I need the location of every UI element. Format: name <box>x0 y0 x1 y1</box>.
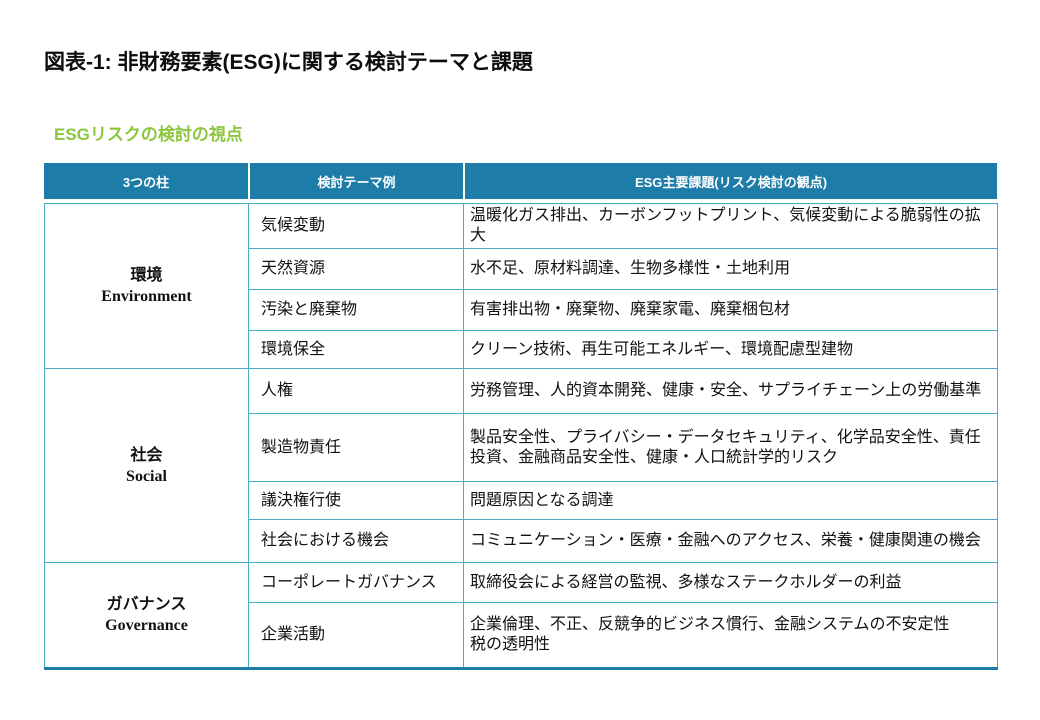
pillar-cell-governance: ガバナンス Governance <box>44 562 249 669</box>
theme-cell: 気候変動 <box>248 203 464 249</box>
issue-cell: 企業倫理、不正、反競争的ビジネス慣行、金融システムの不安定性 税の透明性 <box>463 602 998 669</box>
pillar-en-label: Governance <box>105 617 188 634</box>
esg-table: 3つの柱 検討テーマ例 ESG主要課題(リスク検討の観点) 環境 Environ… <box>44 163 998 670</box>
table-row: 製造物責任 製品安全性、プライバシー・データセキュリティ、化学品安全性、責任投資… <box>45 413 998 482</box>
table-row: 環境保全 クリーン技術、再生可能エネルギー、環境配慮型建物 <box>45 330 998 369</box>
table-row: 天然資源 水不足、原材料調達、生物多様性・土地利用 <box>45 248 998 290</box>
header-cell-themes: 検討テーマ例 <box>248 163 463 199</box>
issue-cell: コミュニケーション・医療・金融へのアクセス、栄養・健康関連の機会 <box>463 519 998 563</box>
table-row: 汚染と廃棄物 有害排出物・廃棄物、廃棄家電、廃棄梱包材 <box>45 289 998 331</box>
issue-cell: 温暖化ガス排出、カーボンフットプリント、気候変動による脆弱性の拡大 <box>463 203 998 249</box>
issue-cell: 問題原因となる調達 <box>463 481 998 520</box>
theme-cell: 製造物責任 <box>248 413 464 482</box>
theme-cell: 社会における機会 <box>248 519 464 563</box>
pillar-ja-label: 社会 <box>130 446 163 464</box>
issue-cell: 労務管理、人的資本開発、健康・安全、サプライチェーン上の労働基準 <box>463 368 998 414</box>
table-row: 企業活動 企業倫理、不正、反競争的ビジネス慣行、金融システムの不安定性 税の透明… <box>45 602 998 669</box>
theme-cell: コーポレートガバナンス <box>248 562 464 603</box>
theme-cell: 人権 <box>248 368 464 414</box>
section-subtitle: ESGリスクの検討の視点 <box>54 125 243 144</box>
pillar-ja-label: ガバナンス <box>106 596 187 613</box>
theme-cell: 環境保全 <box>248 330 464 369</box>
page-title: 図表-1: 非財務要素(ESG)に関する検討テーマと課題 <box>44 51 533 74</box>
table-row: 環境 Environment 気候変動 温暖化ガス排出、カーボンフットプリント、… <box>44 203 998 369</box>
pillar-ja-label: 環境 <box>130 267 163 284</box>
pillar-en-label: Environment <box>101 288 192 305</box>
pillar-en-label: Social <box>126 467 167 485</box>
table-header-row: 3つの柱 検討テーマ例 ESG主要課題(リスク検討の観点) <box>44 163 997 199</box>
table-row: 議決権行使 問題原因となる調達 <box>45 481 998 520</box>
issue-cell: 水不足、原材料調達、生物多様性・土地利用 <box>463 248 998 290</box>
theme-cell: 企業活動 <box>248 602 464 669</box>
theme-cell: 汚染と廃棄物 <box>248 289 464 331</box>
issue-cell: クリーン技術、再生可能エネルギー、環境配慮型建物 <box>463 330 998 369</box>
issue-cell: 有害排出物・廃棄物、廃棄家電、廃棄梱包材 <box>463 289 998 331</box>
theme-cell: 天然資源 <box>248 248 464 290</box>
table-row: 社会 Social 人権 労務管理、人的資本開発、健康・安全、サプライチェーン上… <box>44 368 998 563</box>
pillar-cell-environment: 環境 Environment <box>44 203 249 369</box>
header-cell-pillars: 3つの柱 <box>122 174 170 190</box>
theme-cell: 議決権行使 <box>248 481 464 520</box>
issue-cell: 製品安全性、プライバシー・データセキュリティ、化学品安全性、責任投資、金融商品安… <box>463 413 998 482</box>
issue-cell: 取締役会による経営の監視、多様なステークホルダーの利益 <box>463 562 998 603</box>
table-row: ガバナンス Governance コーポレートガバナンス 取締役会による経営の監… <box>44 562 998 669</box>
pillar-cell-social: 社会 Social <box>44 368 249 563</box>
table-body: 環境 Environment 気候変動 温暖化ガス排出、カーボンフットプリント、… <box>44 203 998 670</box>
table-row: 社会における機会 コミュニケーション・医療・金融へのアクセス、栄養・健康関連の機… <box>45 519 998 563</box>
header-cell-issues: ESG主要課題(リスク検討の観点) <box>463 163 997 199</box>
